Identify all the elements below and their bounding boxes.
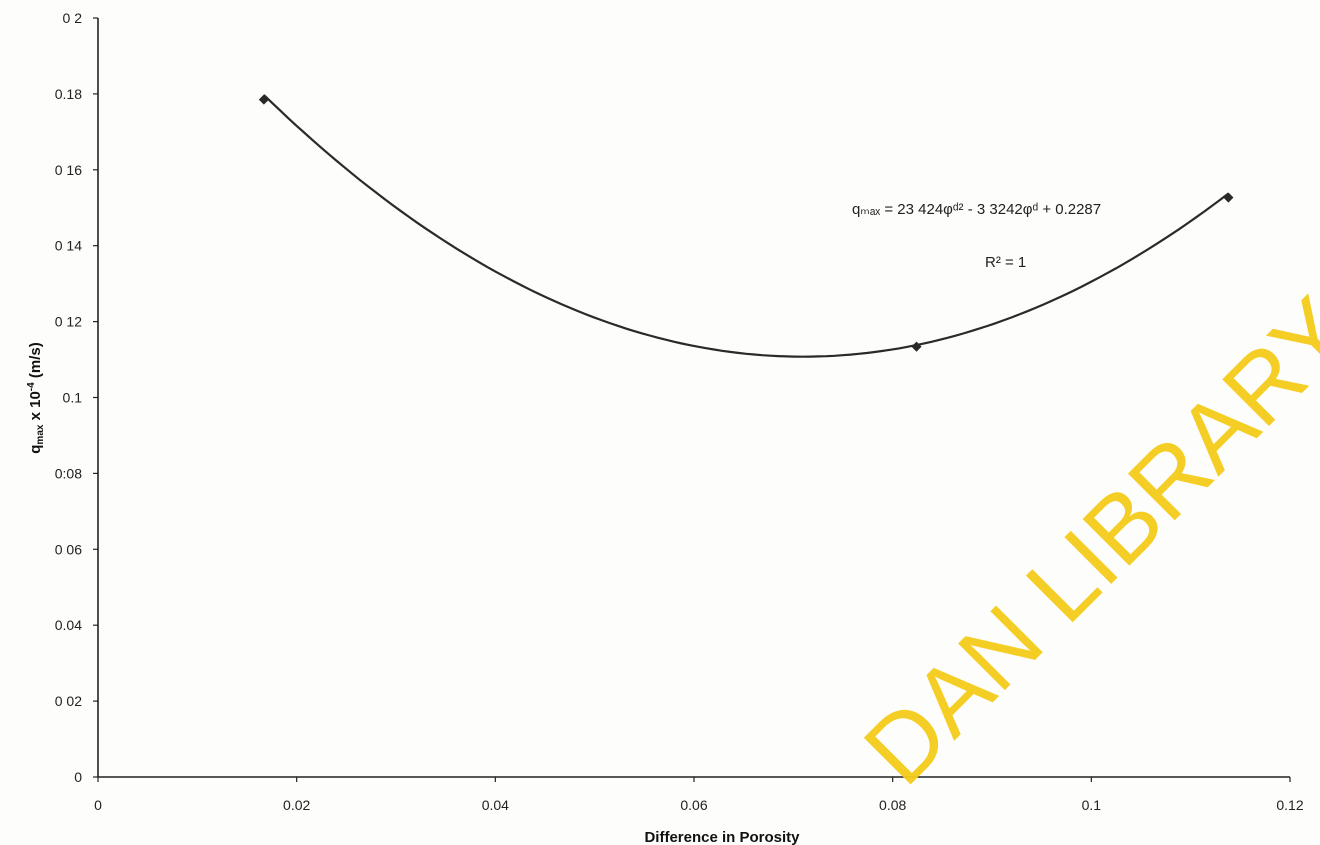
data-point [911, 341, 922, 352]
y-tick-label: 0 02 [55, 693, 82, 709]
y-tick-label: 0.18 [55, 86, 82, 102]
x-tick-label: 0.12 [1276, 797, 1303, 813]
y-axis-title-sub: max [35, 424, 46, 444]
trendline-r2: R² = 1 [985, 254, 1026, 271]
x-tick-label: 0.1 [1082, 797, 1102, 813]
data-point [1223, 192, 1234, 203]
y-axis-title: qmax x 10-4 (m/s) [26, 342, 46, 453]
y-tick-label: 0 06 [55, 541, 82, 557]
x-tick-label: 0.06 [680, 797, 707, 813]
watermark: DAN LIBRARY [844, 278, 1320, 805]
data-point [258, 94, 269, 105]
trendline-group [263, 94, 1230, 358]
y-tick-label: 0 2 [63, 10, 83, 26]
x-tick-label: 0.04 [482, 797, 509, 813]
y-axis-title-exp: -4 [26, 382, 37, 391]
trendline-curve [263, 94, 1230, 358]
x-tick-label: 0.08 [879, 797, 906, 813]
x-tick-label: 0.02 [283, 797, 310, 813]
y-tick-label: 0:08 [55, 465, 82, 481]
y-tick-label: 0.1 [63, 390, 83, 406]
x-axis-title: Difference in Porosity [644, 829, 800, 845]
y-axis-title-mid: x 10 [27, 391, 44, 424]
axes: 0 0 02 0.04 0 06 0:08 0.1 0 12 0 14 0 16 0.18 0 2 0… [55, 10, 1304, 813]
y-tick-label: 0 [74, 769, 82, 785]
y-tick-label: 0.04 [55, 617, 82, 633]
trendline-equation: qₘₐₓ = 23 424φᵈ² - 3 3242φᵈ + 0.2287 [852, 201, 1101, 218]
y-axis-title-end: (m/s) [27, 342, 44, 382]
y-tick-label: 0 12 [55, 314, 82, 330]
y-tick-label: 0 16 [55, 162, 82, 178]
data-points-group [258, 94, 1234, 352]
x-tick-label: 0 [94, 797, 102, 813]
y-axis-title-main: q [27, 445, 44, 454]
y-tick-label: 0 14 [55, 238, 82, 254]
